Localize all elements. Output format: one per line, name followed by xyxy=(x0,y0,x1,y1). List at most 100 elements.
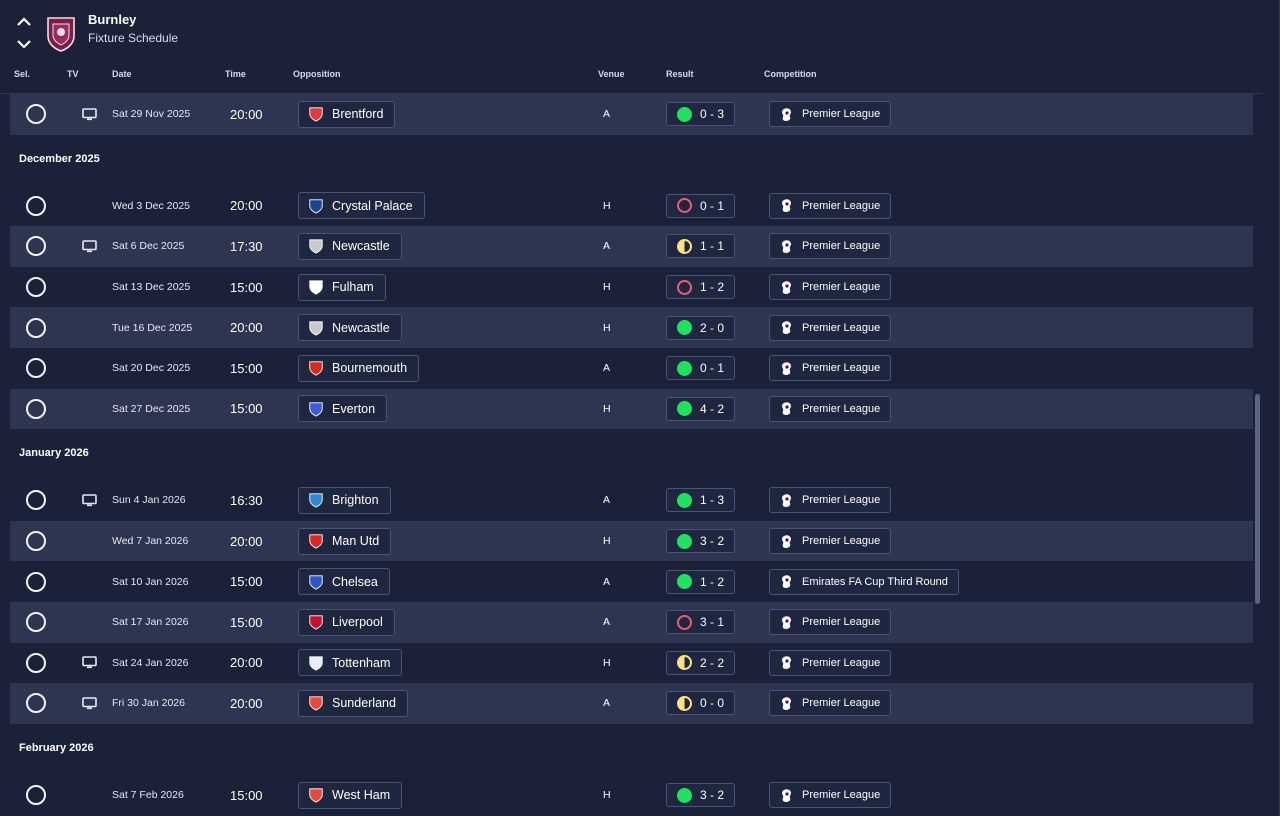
opposition-button[interactable]: Brighton xyxy=(298,486,391,514)
table-row[interactable]: Sun 4 Jan 2026 16:30 Brighton A 1 - 3 Premier… xyxy=(10,480,1253,521)
table-row[interactable]: Sat 27 Dec 2025 15:00 Everton H 4 - 2 Premier… xyxy=(10,388,1253,430)
select-radio[interactable] xyxy=(26,785,46,806)
table-row[interactable]: Sat 24 Jan 2026 20:00 Tottenham H 2 - 2 Premi… xyxy=(10,643,1253,684)
opposition-button[interactable]: Everton xyxy=(298,395,388,423)
competition-button[interactable]: Premier League xyxy=(769,487,892,514)
table-row[interactable]: Fri 30 Jan 2026 20:00 Sunderland A 0 - 0 Prem… xyxy=(10,683,1253,724)
table-row[interactable]: Wed 7 Jan 2026 20:00 Man Utd H 3 - 2 Premier … xyxy=(10,520,1253,562)
vertical-scrollbar[interactable] xyxy=(1255,394,1260,604)
competition-button[interactable]: Premier League xyxy=(769,609,892,636)
competition-button[interactable]: Premier League xyxy=(769,274,892,301)
result-button[interactable]: 4 - 2 xyxy=(666,396,735,421)
select-radio[interactable] xyxy=(26,104,46,125)
result-button[interactable]: 3 - 2 xyxy=(666,783,735,808)
fixture-list[interactable]: Sat 29 Nov 2025 20:00 Brentford A 0 - 3 Premi… xyxy=(10,94,1253,816)
select-radio[interactable] xyxy=(26,358,46,379)
chevron-down-icon[interactable] xyxy=(14,36,34,52)
competition-button[interactable]: Premier League xyxy=(769,782,892,809)
competition-button[interactable]: Premier League xyxy=(769,528,892,555)
select-radio[interactable] xyxy=(26,398,46,419)
fixture-venue: A xyxy=(603,575,611,588)
club-badge-icon xyxy=(309,199,323,214)
col-header-time[interactable]: Time xyxy=(225,69,246,79)
result-win-indicator xyxy=(677,401,692,417)
opposition-button[interactable]: Tottenham xyxy=(298,649,403,677)
table-row[interactable]: Sat 17 Jan 2026 15:00 Liverpool A 3 - 1 Premi… xyxy=(10,601,1253,643)
result-button[interactable]: 2 - 2 xyxy=(666,650,735,675)
result-button[interactable]: 1 - 2 xyxy=(666,275,735,300)
competition-cell: Premier League xyxy=(769,389,892,430)
competition-button[interactable]: Premier League xyxy=(769,690,892,717)
competition-button[interactable]: Premier League xyxy=(769,192,892,219)
club-badge-icon xyxy=(309,696,323,712)
select-radio[interactable] xyxy=(26,612,46,633)
competition-button[interactable]: Premier League xyxy=(769,649,892,676)
opposition-button[interactable]: Sunderland xyxy=(298,689,408,717)
select-radio[interactable] xyxy=(26,531,46,552)
tv-cell xyxy=(82,226,98,267)
result-button[interactable]: 0 - 0 xyxy=(666,691,735,716)
result-button[interactable]: 0 - 1 xyxy=(666,356,735,381)
tv-icon xyxy=(82,494,97,507)
opposition-button[interactable]: Chelsea xyxy=(298,568,390,596)
table-row[interactable]: Sat 29 Nov 2025 20:00 Brentford A 0 - 3 Premi… xyxy=(10,94,1253,135)
select-radio[interactable] xyxy=(26,571,46,592)
table-row[interactable]: Wed 3 Dec 2025 20:00 Crystal Palace H 0 - 1 P… xyxy=(10,186,1253,227)
table-row[interactable]: Sat 13 Dec 2025 15:00 Fulham H 1 - 2 Premier … xyxy=(10,267,1253,308)
col-header-competition[interactable]: Competition xyxy=(764,69,817,79)
result-button[interactable]: 1 - 2 xyxy=(666,569,735,594)
opposition-button[interactable]: Fulham xyxy=(298,273,386,301)
col-header-tv[interactable]: TV xyxy=(67,69,79,79)
col-header-venue[interactable]: Venue xyxy=(598,69,625,79)
result-draw-indicator xyxy=(677,695,692,711)
opposition-button[interactable]: Brentford xyxy=(298,100,396,128)
col-header-sel[interactable]: Sel. xyxy=(14,69,31,79)
competition-name: Premier League xyxy=(802,656,881,669)
club-badge-icon xyxy=(309,107,323,122)
result-button[interactable]: 1 - 1 xyxy=(666,234,735,259)
table-row[interactable]: Sat 20 Dec 2025 15:00 Bournemouth A 0 - 1 Pre… xyxy=(10,348,1253,389)
opposition-button[interactable]: Liverpool xyxy=(298,608,395,636)
select-radio[interactable] xyxy=(26,195,46,216)
opposition-cell: Liverpool xyxy=(298,602,395,643)
col-header-opposition[interactable]: Opposition xyxy=(293,69,341,79)
table-row[interactable]: Tue 16 Dec 2025 20:00 Newcastle H 2 - 0 Premi… xyxy=(10,307,1253,348)
result-button[interactable]: 3 - 2 xyxy=(666,529,735,554)
opposition-button[interactable]: Newcastle xyxy=(298,314,402,342)
select-radio[interactable] xyxy=(26,652,46,673)
result-button[interactable]: 2 - 0 xyxy=(666,315,735,340)
select-radio[interactable] xyxy=(26,236,46,257)
opposition-button[interactable]: Crystal Palace xyxy=(298,192,425,220)
competition-button[interactable]: Premier League xyxy=(769,395,892,422)
table-row[interactable]: Sat 10 Jan 2026 15:00 Chelsea A 1 - 2 Emirate… xyxy=(10,561,1253,602)
col-header-result[interactable]: Result xyxy=(666,69,694,79)
opponent-name: Crystal Palace xyxy=(332,198,413,213)
table-row[interactable]: Sat 6 Dec 2025 17:30 Newcastle A 1 - 1 Premie… xyxy=(10,226,1253,267)
result-button[interactable]: 0 - 1 xyxy=(666,193,735,218)
competition-cell: Emirates FA Cup Third Round xyxy=(769,561,959,602)
competition-button[interactable]: Premier League xyxy=(769,101,892,128)
competition-button[interactable]: Premier League xyxy=(769,314,892,341)
chevron-up-icon[interactable] xyxy=(14,14,34,30)
fixture-venue: H xyxy=(603,199,611,212)
competition-button[interactable]: Premier League xyxy=(769,355,892,382)
select-radio[interactable] xyxy=(26,277,46,298)
competition-button[interactable]: Premier League xyxy=(769,233,892,260)
result-button[interactable]: 0 - 3 xyxy=(666,102,735,127)
opposition-button[interactable]: West Ham xyxy=(298,781,403,809)
opposition-button[interactable]: Bournemouth xyxy=(298,354,420,382)
select-radio[interactable] xyxy=(26,490,46,511)
select-radio[interactable] xyxy=(26,693,46,714)
result-button[interactable]: 3 - 1 xyxy=(666,610,735,635)
competition-logo-icon xyxy=(782,494,791,507)
column-headers: Sel. TV Date Time Opposition Venue Resul… xyxy=(0,62,1262,94)
result-button[interactable]: 1 - 3 xyxy=(666,488,735,513)
col-header-date[interactable]: Date xyxy=(112,69,132,79)
select-radio[interactable] xyxy=(26,317,46,338)
fixture-time: 15:00 xyxy=(230,574,263,590)
fixture-time: 15:00 xyxy=(230,401,263,417)
table-row[interactable]: Sat 7 Feb 2026 15:00 West Ham H 3 - 2 Premier… xyxy=(10,775,1253,816)
opposition-button[interactable]: Man Utd xyxy=(298,527,392,555)
opposition-button[interactable]: Newcastle xyxy=(298,232,402,260)
competition-button[interactable]: Emirates FA Cup Third Round xyxy=(769,568,959,595)
